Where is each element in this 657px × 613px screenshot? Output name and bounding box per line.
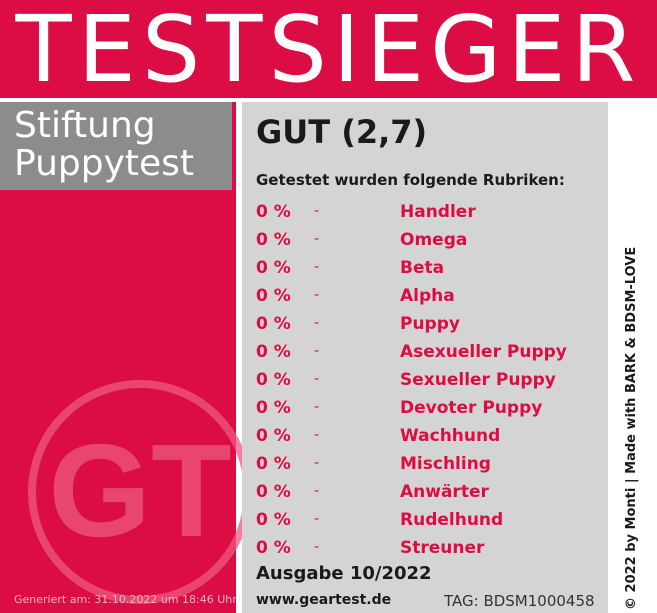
category-dash: - (314, 259, 320, 275)
category-name: Devoter Puppy (400, 398, 543, 418)
gt-logo-watermark: GT (28, 380, 252, 604)
category-percent: 0 % (256, 398, 291, 418)
category-dash: - (314, 455, 320, 471)
category-name: Wachhund (400, 426, 501, 446)
category-dash: - (314, 371, 320, 387)
copyright-notice: © 2022 by Monti | Made with BARK & BDSM-… (624, 246, 639, 610)
category-row: 0 % - Anwärter (256, 478, 606, 506)
category-name: Beta (400, 258, 445, 278)
category-name: Asexueller Puppy (400, 342, 567, 362)
category-percent: 0 % (256, 202, 291, 222)
category-percent: 0 % (256, 286, 291, 306)
category-dash: - (314, 231, 320, 247)
website-url: www.geartest.de (256, 592, 392, 608)
category-percent: 0 % (256, 454, 291, 474)
category-row: 0 % - Wachhund (256, 422, 606, 450)
badge-title: TESTSIEGER (15, 0, 642, 103)
category-name: Handler (400, 202, 476, 222)
grade-result: GUT (2,7) (256, 113, 428, 151)
category-row: 0 % - Rudelhund (256, 506, 606, 534)
generated-timestamp: Generiert am: 31.10.2022 um 18:46 Uhr (14, 593, 237, 606)
category-name: Sexueller Puppy (400, 370, 556, 390)
category-row: 0 % - Beta (256, 254, 606, 282)
organization-name-line2: Puppytest (14, 143, 195, 184)
category-percent: 0 % (256, 314, 291, 334)
badge-tag-id: TAG: BDSM1000458 (444, 592, 595, 610)
category-row: 0 % - Omega (256, 226, 606, 254)
category-name: Mischling (400, 454, 491, 474)
organization-box (0, 102, 232, 190)
category-row: 0 % - Sexueller Puppy (256, 366, 606, 394)
category-dash: - (314, 539, 320, 555)
category-row: 0 % - Handler (256, 198, 606, 226)
categories-list: 0 % - Handler 0 % - Omega 0 % - Beta 0 %… (256, 198, 606, 562)
category-dash: - (314, 315, 320, 331)
category-percent: 0 % (256, 370, 291, 390)
category-percent: 0 % (256, 258, 291, 278)
category-row: 0 % - Asexueller Puppy (256, 338, 606, 366)
header-band (0, 0, 657, 98)
category-row: 0 % - Mischling (256, 450, 606, 478)
category-name: Alpha (400, 286, 455, 306)
category-name: Rudelhund (400, 510, 504, 530)
categories-heading: Getestet wurden folgende Rubriken: (256, 171, 565, 189)
category-row: 0 % - Puppy (256, 310, 606, 338)
category-name: Anwärter (400, 482, 489, 502)
category-dash: - (314, 511, 320, 527)
category-percent: 0 % (256, 342, 291, 362)
category-percent: 0 % (256, 230, 291, 250)
category-percent: 0 % (256, 426, 291, 446)
category-percent: 0 % (256, 538, 291, 558)
category-name: Streuner (400, 538, 485, 558)
category-dash: - (314, 287, 320, 303)
category-row: 0 % - Alpha (256, 282, 606, 310)
category-dash: - (314, 399, 320, 415)
edition-label: Ausgabe 10/2022 (256, 563, 432, 584)
organization-name-line1: Stiftung (14, 105, 156, 146)
result-panel (242, 102, 608, 613)
category-percent: 0 % (256, 482, 291, 502)
category-name: Omega (400, 230, 468, 250)
category-dash: - (314, 343, 320, 359)
category-name: Puppy (400, 314, 460, 334)
category-row: 0 % - Streuner (256, 534, 606, 562)
logo-letters: GT (48, 417, 231, 564)
category-dash: - (314, 427, 320, 443)
category-row: 0 % - Devoter Puppy (256, 394, 606, 422)
copyright-strip: © 2022 by Monti | Made with BARK & BDSM-… (608, 102, 640, 613)
category-dash: - (314, 483, 320, 499)
category-percent: 0 % (256, 510, 291, 530)
category-dash: - (314, 203, 320, 219)
